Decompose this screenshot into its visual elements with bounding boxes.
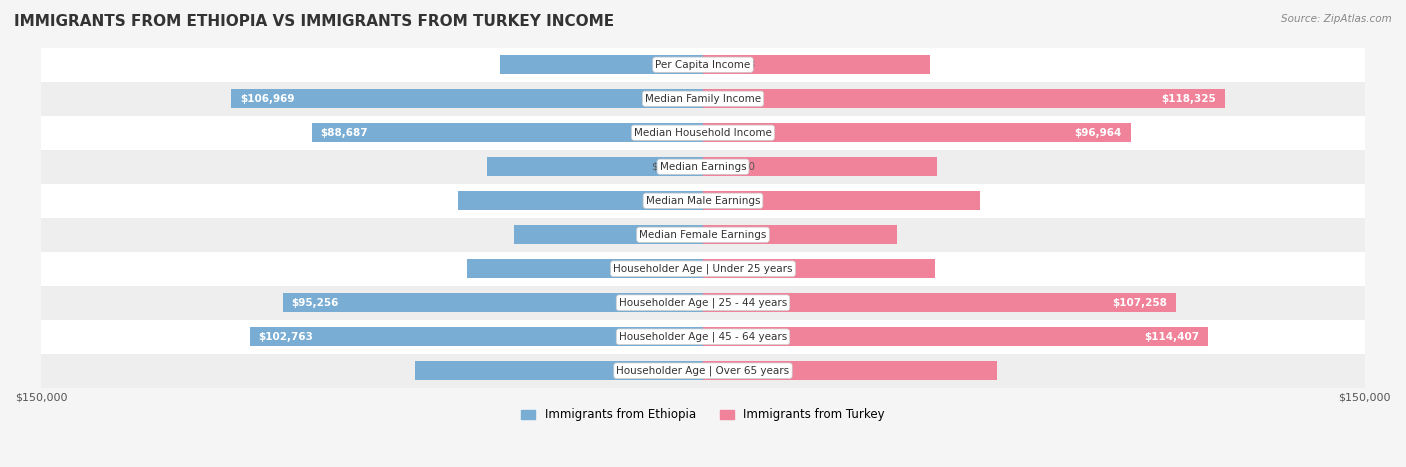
Text: Per Capita Income: Per Capita Income — [655, 60, 751, 70]
Bar — [41, 184, 1365, 218]
Bar — [283, 293, 703, 312]
Text: $114,407: $114,407 — [1143, 332, 1199, 342]
Bar — [467, 259, 703, 278]
Text: Median Male Earnings: Median Male Earnings — [645, 196, 761, 206]
Text: Householder Age | 25 - 44 years: Householder Age | 25 - 44 years — [619, 297, 787, 308]
Text: $96,964: $96,964 — [1074, 127, 1122, 138]
Bar — [703, 293, 1177, 312]
Text: $44,066: $44,066 — [711, 230, 755, 240]
Bar — [415, 361, 703, 380]
Text: IMMIGRANTS FROM ETHIOPIA VS IMMIGRANTS FROM TURKEY INCOME: IMMIGRANTS FROM ETHIOPIA VS IMMIGRANTS F… — [14, 14, 614, 29]
Bar — [231, 89, 703, 108]
Text: $102,763: $102,763 — [259, 332, 314, 342]
Bar — [703, 56, 929, 74]
Text: $42,744: $42,744 — [651, 230, 695, 240]
Bar — [41, 218, 1365, 252]
Bar — [703, 361, 997, 380]
Text: Householder Age | 45 - 64 years: Householder Age | 45 - 64 years — [619, 332, 787, 342]
Bar — [41, 320, 1365, 354]
Text: $65,238: $65,238 — [651, 366, 695, 376]
Text: $51,368: $51,368 — [711, 60, 755, 70]
Bar — [703, 259, 935, 278]
Text: $88,687: $88,687 — [321, 127, 368, 138]
Bar — [41, 252, 1365, 286]
Text: $52,503: $52,503 — [711, 264, 755, 274]
Bar — [486, 157, 703, 176]
Bar — [703, 191, 980, 210]
Bar — [703, 226, 897, 244]
Text: $48,924: $48,924 — [651, 162, 695, 172]
Text: Householder Age | Over 65 years: Householder Age | Over 65 years — [616, 366, 790, 376]
Bar — [458, 191, 703, 210]
Text: Median Family Income: Median Family Income — [645, 94, 761, 104]
Bar — [703, 327, 1208, 346]
Bar — [41, 116, 1365, 150]
Bar — [41, 354, 1365, 388]
Text: $118,325: $118,325 — [1161, 94, 1216, 104]
Text: $45,923: $45,923 — [651, 60, 695, 70]
Text: $66,672: $66,672 — [711, 366, 755, 376]
Bar — [250, 327, 703, 346]
Legend: Immigrants from Ethiopia, Immigrants from Turkey: Immigrants from Ethiopia, Immigrants fro… — [516, 403, 890, 426]
Bar — [41, 286, 1365, 320]
Text: $62,728: $62,728 — [711, 196, 755, 206]
Bar — [703, 123, 1130, 142]
Text: Householder Age | Under 25 years: Householder Age | Under 25 years — [613, 263, 793, 274]
Text: Median Earnings: Median Earnings — [659, 162, 747, 172]
Bar — [41, 82, 1365, 116]
Bar — [312, 123, 703, 142]
Bar — [41, 48, 1365, 82]
Bar — [515, 226, 703, 244]
Text: $106,969: $106,969 — [240, 94, 294, 104]
Bar — [501, 56, 703, 74]
Text: Source: ZipAtlas.com: Source: ZipAtlas.com — [1281, 14, 1392, 24]
Text: $95,256: $95,256 — [291, 298, 339, 308]
Text: $107,258: $107,258 — [1112, 298, 1167, 308]
Bar — [703, 157, 936, 176]
Text: $55,434: $55,434 — [651, 196, 695, 206]
Bar — [41, 150, 1365, 184]
Bar — [703, 89, 1225, 108]
Text: Median Female Earnings: Median Female Earnings — [640, 230, 766, 240]
Text: $53,408: $53,408 — [651, 264, 695, 274]
Text: $52,960: $52,960 — [711, 162, 755, 172]
Text: Median Household Income: Median Household Income — [634, 127, 772, 138]
